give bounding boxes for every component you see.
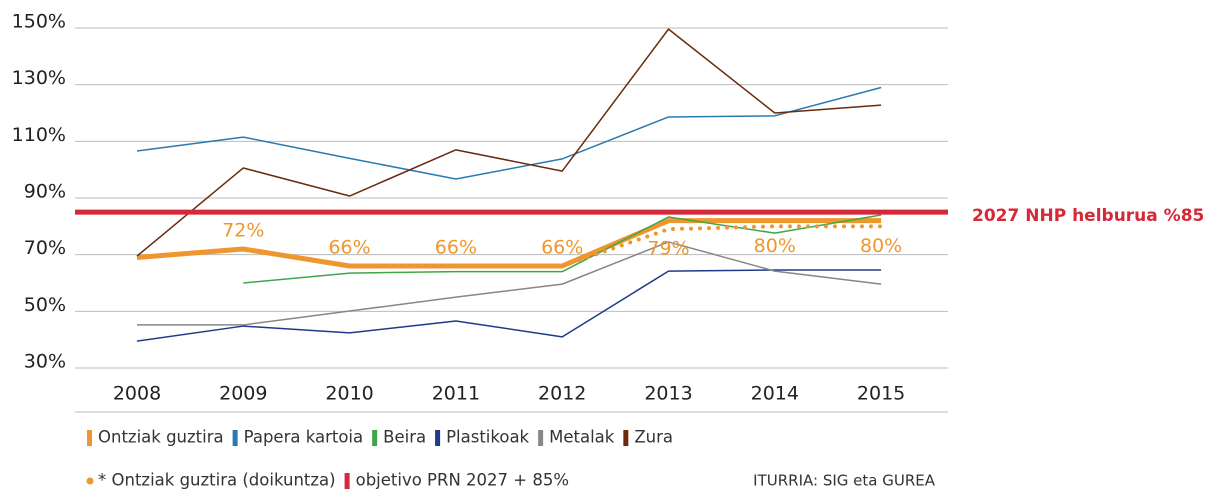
legend-marker xyxy=(435,430,441,446)
x-tick-label: 2011 xyxy=(432,383,480,405)
y-tick-label: 30% xyxy=(24,351,66,373)
legend-label: Zura xyxy=(634,428,673,447)
data-label: 66% xyxy=(541,237,583,259)
series-line xyxy=(136,86,882,180)
y-tick-label: 110% xyxy=(12,124,66,146)
legend-marker xyxy=(538,430,544,446)
target-annotation: 2027 NHP helburua %85 xyxy=(972,206,1204,226)
legend-marker xyxy=(86,477,94,485)
legend-marker xyxy=(372,430,378,446)
legend-marker xyxy=(344,473,350,489)
series-line xyxy=(136,269,882,342)
series-line xyxy=(560,224,884,268)
legend-label: Papera kartoia xyxy=(244,428,364,447)
series-line xyxy=(137,241,882,326)
legend-label: Beira xyxy=(383,428,426,447)
data-label: 66% xyxy=(328,237,370,259)
x-tick-label: 2015 xyxy=(857,383,905,405)
data-label: 80% xyxy=(754,235,796,257)
series-line xyxy=(243,214,882,284)
y-tick-label: 70% xyxy=(24,237,66,259)
series-line xyxy=(136,218,882,269)
legend-label: Metalak xyxy=(549,428,615,447)
x-tick-label: 2013 xyxy=(644,383,692,405)
legend-label: Plastikoak xyxy=(446,428,529,447)
data-label: 79% xyxy=(647,238,689,260)
legend-marker xyxy=(232,430,238,446)
y-tick-label: 90% xyxy=(24,181,66,203)
x-tick-label: 2014 xyxy=(751,383,799,405)
legend-label: * Ontziak guztira (doikuntza) xyxy=(98,471,336,490)
x-tick-label: 2008 xyxy=(113,383,161,405)
source: ITURRIA: SIG eta GUREA xyxy=(753,472,936,490)
data-label: 72% xyxy=(222,220,264,242)
legend-label: objetivo PRN 2027 + 85% xyxy=(356,471,569,490)
legend-marker xyxy=(623,430,629,446)
y-tick-label: 130% xyxy=(12,67,66,89)
series-line xyxy=(136,28,882,257)
x-tick-label: 2010 xyxy=(325,383,373,405)
y-tick-label: 50% xyxy=(24,294,66,316)
x-tick-label: 2012 xyxy=(538,383,586,405)
legend-marker xyxy=(87,430,92,446)
data-label: 80% xyxy=(860,235,902,257)
legend-label: Ontziak guztira xyxy=(98,428,224,447)
x-tick-label: 2009 xyxy=(219,383,267,405)
data-label: 66% xyxy=(435,237,477,259)
y-tick-label: 150% xyxy=(12,11,66,33)
